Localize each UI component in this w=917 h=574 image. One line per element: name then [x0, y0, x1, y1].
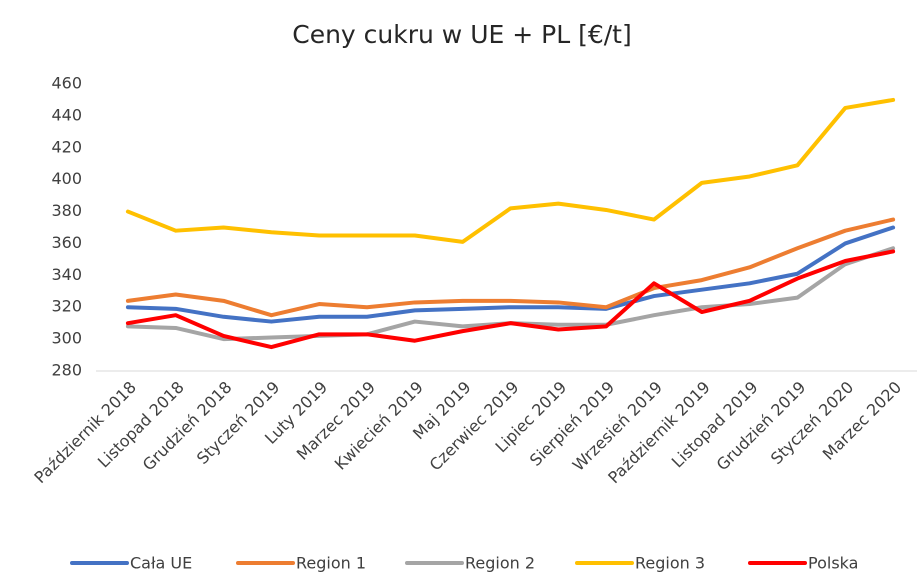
x-tick-label: Listopad 2018 — [94, 378, 188, 472]
series-line — [125, 217, 896, 318]
legend-label: Polska — [808, 554, 858, 573]
legend-label: Region 3 — [635, 554, 705, 573]
x-tick-label: Styczeń 2019 — [193, 378, 283, 468]
y-tick-label: 400 — [51, 169, 82, 188]
y-tick-label: 420 — [51, 137, 82, 156]
y-tick-label: 460 — [51, 74, 82, 93]
series-line — [125, 225, 896, 324]
y-tick-label: 300 — [51, 329, 82, 348]
legend-label: Region 2 — [465, 554, 535, 573]
y-tick-label: 320 — [51, 297, 82, 316]
y-tick-label: 380 — [51, 201, 82, 220]
series-line — [125, 246, 896, 342]
y-tick-label: 440 — [51, 105, 82, 124]
legend-label: Region 1 — [296, 554, 366, 573]
legend-label: Cała UE — [130, 554, 192, 573]
y-tick-label: 360 — [51, 233, 82, 252]
y-tick-label: 280 — [51, 361, 82, 380]
x-tick-label: Listopad 2019 — [668, 378, 762, 472]
y-tick-label: 340 — [51, 265, 82, 284]
x-tick-label: Sierpień 2019 — [526, 378, 618, 470]
x-tick-label: Styczeń 2020 — [767, 378, 857, 468]
series-line — [125, 249, 896, 350]
series-line — [125, 97, 896, 244]
chart-title: Ceny cukru w UE + PL [€/t] — [292, 20, 631, 49]
